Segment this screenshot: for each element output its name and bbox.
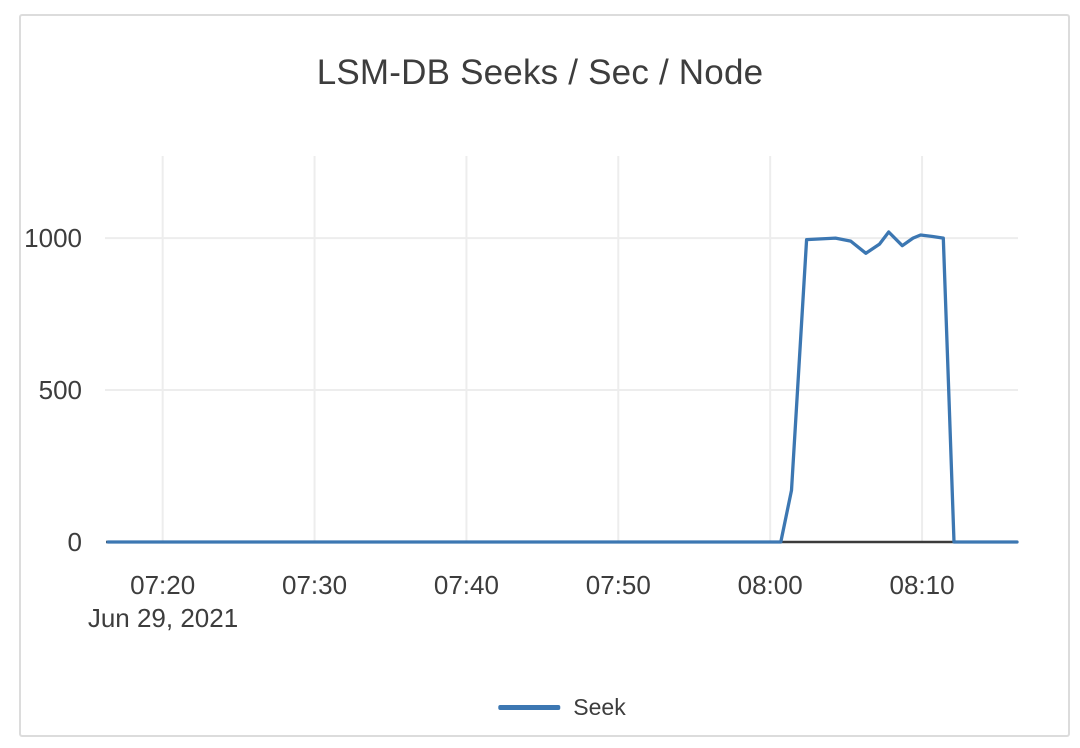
chart-card bbox=[19, 14, 1070, 737]
x-axis-date-label: Jun 29, 2021 bbox=[87, 603, 239, 633]
x-tick-label: 07:50 bbox=[585, 570, 651, 600]
y-tick-label: 500 bbox=[38, 375, 82, 406]
x-tick-label: 08:00 bbox=[737, 570, 803, 600]
x-tick-label: 07:30 bbox=[282, 570, 348, 600]
legend-label-seek: Seek bbox=[573, 694, 626, 720]
y-tick-label: 0 bbox=[67, 527, 82, 557]
legend[interactable]: Seek bbox=[498, 694, 626, 720]
series-line-seek[interactable] bbox=[106, 230, 1019, 544]
chart-title: LSM-DB Seeks / Sec / Node bbox=[316, 53, 764, 92]
x-tick-label: 07:40 bbox=[433, 570, 499, 600]
x-tick-label: 08:10 bbox=[889, 570, 955, 600]
legend-line-swatch-icon bbox=[498, 704, 561, 710]
y-tick-label: 1000 bbox=[24, 223, 82, 254]
x-tick-label: 07:20 bbox=[130, 570, 196, 600]
